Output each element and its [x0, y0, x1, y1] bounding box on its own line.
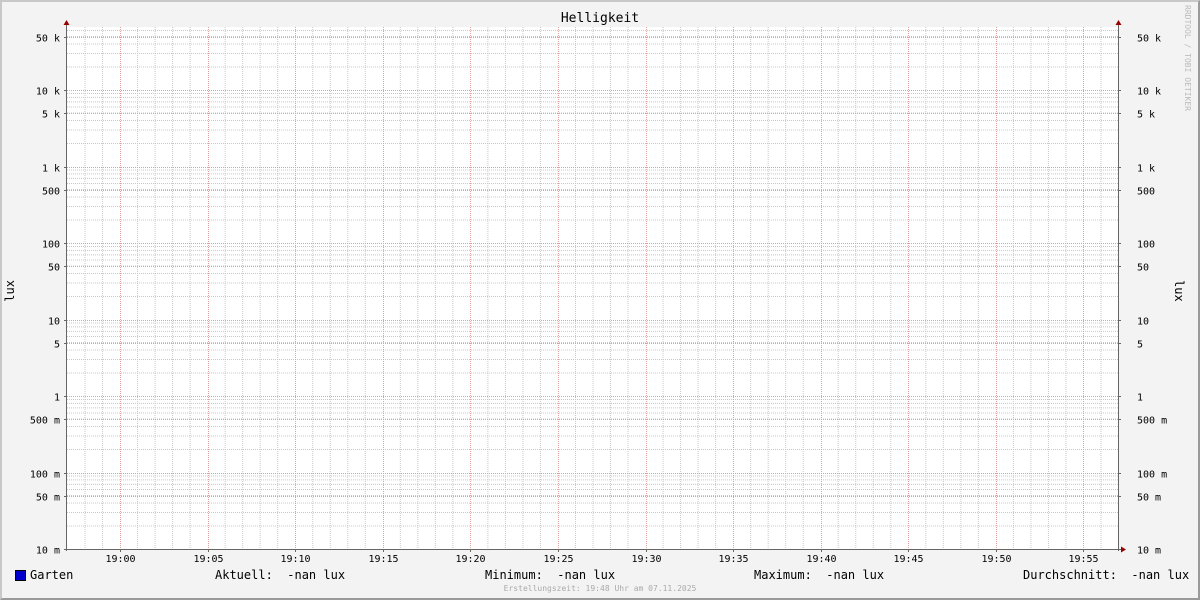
x-tick-label: 19:20: [455, 554, 485, 565]
x-axis-arrow: [1121, 546, 1126, 553]
x-tick-label: 19:30: [631, 554, 661, 565]
y-tick-label-right: 50 k: [1137, 34, 1161, 45]
x-tick-label: 19:45: [893, 554, 923, 565]
y-tick-label-right: 1 k: [1137, 164, 1155, 175]
x-tick-label: 19:10: [280, 554, 310, 565]
y-tick-label-left: 1: [54, 393, 60, 404]
y-axis-label-right: lux: [1172, 280, 1186, 302]
x-tick-label: 19:50: [981, 554, 1011, 565]
chart-title: Helligkeit: [560, 11, 640, 26]
y-axis-arrow-left: [63, 20, 70, 25]
legend-current: Aktuell: -nan lux: [215, 568, 346, 582]
legend-maximum: Maximum: -nan lux: [754, 568, 885, 582]
y-tick-label-left: 10 m: [36, 546, 60, 557]
y-tick-label-left: 500 m: [30, 416, 60, 427]
y-tick-label-left: 500: [42, 187, 60, 198]
y-tick-label-left: 50: [48, 263, 60, 274]
y-tick-label-right: 10 k: [1137, 87, 1161, 98]
y-tick-label-left: 5: [54, 340, 60, 351]
y-tick-label-left: 1 k: [42, 164, 60, 175]
y-tick-label-left: 10 k: [36, 87, 60, 98]
x-tick-label: 19:40: [806, 554, 836, 565]
y-tick-label-right: 5: [1137, 340, 1143, 351]
y-tick-label-left: 5 k: [42, 110, 60, 121]
legend-swatch-garten: [15, 570, 26, 581]
y-tick-label-right: 5 k: [1137, 110, 1155, 121]
y-tick-label-right: 10: [1137, 317, 1149, 328]
x-tick-label: 19:55: [1068, 554, 1098, 565]
y-tick-label-right: 50: [1137, 263, 1149, 274]
x-tick-label: 19:25: [543, 554, 573, 565]
x-tick-label: 19:35: [718, 554, 748, 565]
y-tick-label-right: 1: [1137, 393, 1143, 404]
y-tick-label-right: 10 m: [1137, 546, 1161, 557]
footer-timestamp: Erstellungszeit: 19:48 Uhr am 07.11.2025: [503, 584, 697, 593]
y-tick-label-left: 50 k: [36, 34, 60, 45]
y-tick-label-right: 500: [1137, 187, 1155, 198]
x-tick-label: 19:05: [193, 554, 223, 565]
legend-minimum: Minimum: -nan lux: [485, 568, 616, 582]
y-tick-label-left: 50 m: [36, 493, 60, 504]
y-axis-arrow-right: [1115, 20, 1122, 25]
watermark: RRDTOOL / TOBI OETIKER: [1183, 5, 1192, 111]
x-tick-label: 19:15: [368, 554, 398, 565]
y-tick-label-right: 100: [1137, 240, 1155, 251]
y-tick-label-right: 100 m: [1137, 470, 1167, 481]
y-tick-label-left: 100 m: [30, 470, 60, 481]
legend-series-name: Garten: [30, 568, 74, 582]
y-tick-label-left: 10: [48, 317, 60, 328]
y-tick-label-right: 50 m: [1137, 493, 1161, 504]
legend-average: Durchschnitt: -nan lux: [1023, 568, 1190, 582]
x-tick-label: 19:00: [105, 554, 135, 565]
y-tick-label-right: 500 m: [1137, 416, 1167, 427]
y-tick-label-left: 100: [42, 240, 60, 251]
